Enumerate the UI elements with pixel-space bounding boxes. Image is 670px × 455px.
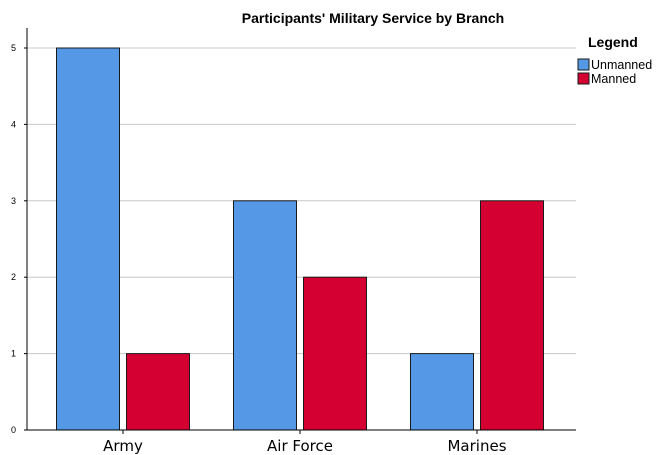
legend-label-manned: Manned [591, 72, 636, 86]
y-axis-ticks: 0 1 2 3 4 5 [11, 43, 27, 435]
y-tick-label: 0 [11, 425, 16, 435]
y-tick-label: 1 [11, 349, 16, 359]
y-tick-label: 2 [11, 272, 16, 282]
y-tick-label: 3 [11, 196, 16, 206]
x-category-label: Army [103, 437, 143, 455]
axes [26, 28, 576, 431]
chart-title: Participants' Military Service by Branch [242, 10, 504, 26]
y-tick-label: 5 [11, 43, 16, 53]
bar-unmanned-marines [410, 353, 474, 431]
bar-unmanned-air-force [233, 200, 297, 431]
bar-manned-army [126, 353, 190, 431]
legend-swatch-unmanned [577, 58, 590, 71]
bars [56, 47, 544, 431]
bar-manned-air-force [303, 276, 367, 431]
x-category-label: Air Force [267, 437, 333, 455]
legend-swatch-manned [577, 72, 590, 85]
bar-unmanned-army [56, 47, 120, 431]
x-axis-labels: Army Air Force Marines [103, 430, 507, 455]
legend-title: Legend [588, 34, 638, 50]
bar-manned-marines [480, 200, 544, 431]
x-category-label: Marines [447, 437, 506, 455]
y-tick-label: 4 [11, 119, 16, 129]
legend-label-unmanned: Unmanned [591, 58, 652, 72]
